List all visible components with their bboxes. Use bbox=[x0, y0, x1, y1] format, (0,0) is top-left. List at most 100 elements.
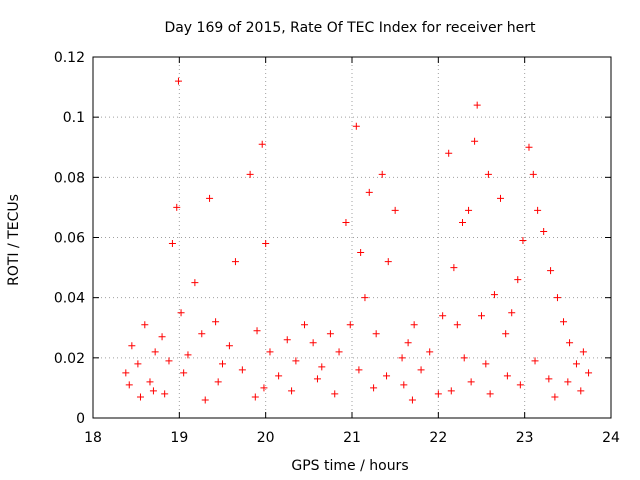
data-point bbox=[398, 354, 406, 362]
data-point bbox=[238, 366, 246, 374]
data-point bbox=[253, 327, 261, 335]
data-point bbox=[531, 357, 539, 365]
data-point bbox=[408, 396, 416, 404]
data-point bbox=[301, 321, 309, 329]
data-point bbox=[439, 312, 447, 320]
data-point bbox=[365, 188, 373, 196]
data-point bbox=[122, 369, 130, 377]
data-point bbox=[161, 390, 169, 398]
data-point bbox=[158, 333, 166, 341]
data-point bbox=[383, 372, 391, 380]
data-point bbox=[566, 339, 574, 347]
data-point bbox=[260, 384, 268, 392]
data-point bbox=[246, 170, 254, 178]
y-tick-label: 0.08 bbox=[54, 170, 85, 186]
data-point bbox=[168, 240, 176, 248]
data-point bbox=[503, 372, 511, 380]
data-point bbox=[212, 318, 220, 326]
data-point bbox=[283, 336, 291, 344]
data-point bbox=[471, 137, 479, 145]
data-point bbox=[585, 369, 593, 377]
data-point bbox=[275, 372, 283, 380]
x-tick-label: 22 bbox=[429, 430, 447, 446]
chart-title: Day 169 of 2015, Rate Of TEC Index for r… bbox=[164, 20, 536, 36]
data-point bbox=[490, 291, 498, 299]
data-point bbox=[450, 264, 458, 272]
data-point bbox=[459, 218, 467, 226]
data-point bbox=[177, 309, 185, 317]
data-point bbox=[134, 360, 142, 368]
data-point bbox=[214, 378, 222, 386]
data-point bbox=[151, 348, 159, 356]
data-point bbox=[165, 357, 173, 365]
data-point bbox=[447, 387, 455, 395]
data-point bbox=[460, 354, 468, 362]
data-point bbox=[335, 348, 343, 356]
data-point bbox=[258, 140, 266, 148]
data-point bbox=[149, 387, 157, 395]
grid-lines bbox=[93, 57, 611, 418]
data-point bbox=[219, 360, 226, 368]
y-axis-label: ROTI / TECUs bbox=[6, 194, 22, 286]
data-point bbox=[141, 321, 149, 329]
data-point bbox=[174, 77, 182, 85]
data-point bbox=[184, 351, 192, 359]
data-point bbox=[331, 390, 339, 398]
data-point bbox=[534, 206, 542, 214]
y-tick-label: 0.1 bbox=[63, 110, 85, 126]
data-point bbox=[410, 321, 418, 329]
data-point bbox=[355, 366, 363, 374]
y-tick-label: 0.06 bbox=[54, 231, 85, 247]
data-point bbox=[346, 321, 354, 329]
data-point bbox=[309, 339, 317, 347]
data-point bbox=[577, 387, 585, 395]
data-point bbox=[292, 357, 300, 365]
data-point bbox=[231, 258, 239, 266]
data-point bbox=[251, 393, 259, 401]
data-point bbox=[198, 330, 206, 338]
data-point bbox=[400, 381, 408, 389]
data-point bbox=[434, 390, 442, 398]
data-point bbox=[146, 378, 154, 386]
y-tick-label: 0.04 bbox=[54, 291, 85, 307]
data-point bbox=[445, 149, 453, 157]
data-point bbox=[361, 294, 369, 302]
data-point bbox=[572, 360, 580, 368]
data-point bbox=[553, 294, 561, 302]
data-points bbox=[122, 77, 593, 404]
data-point bbox=[318, 363, 326, 371]
data-point bbox=[384, 258, 392, 266]
data-point bbox=[502, 330, 510, 338]
data-point bbox=[564, 378, 572, 386]
data-point bbox=[478, 312, 485, 320]
data-point bbox=[529, 170, 537, 178]
data-point bbox=[560, 318, 568, 326]
data-point bbox=[453, 321, 461, 329]
data-point bbox=[519, 237, 527, 245]
data-point bbox=[262, 240, 270, 248]
data-point bbox=[206, 194, 214, 202]
data-point bbox=[266, 348, 274, 356]
data-point bbox=[173, 203, 181, 211]
data-point bbox=[201, 396, 209, 404]
data-point bbox=[473, 101, 481, 109]
data-point bbox=[313, 375, 321, 383]
data-point bbox=[357, 249, 365, 257]
data-point bbox=[342, 218, 350, 226]
data-point bbox=[391, 206, 399, 214]
y-tick-label: 0.12 bbox=[54, 50, 85, 66]
data-point bbox=[352, 122, 360, 130]
data-point bbox=[426, 348, 434, 356]
data-point bbox=[288, 387, 296, 395]
data-point bbox=[482, 360, 490, 368]
data-point bbox=[514, 276, 522, 284]
data-point bbox=[545, 375, 553, 383]
data-point bbox=[378, 170, 386, 178]
data-point bbox=[547, 267, 555, 275]
data-point bbox=[579, 348, 587, 356]
data-point bbox=[372, 330, 380, 338]
data-point bbox=[326, 330, 334, 338]
plot-frame bbox=[92, 56, 612, 419]
data-point bbox=[180, 369, 188, 377]
x-tick-label: 24 bbox=[602, 430, 620, 446]
